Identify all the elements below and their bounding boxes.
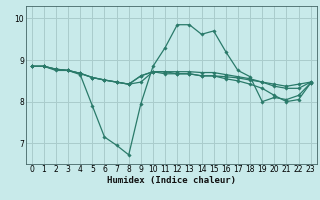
- X-axis label: Humidex (Indice chaleur): Humidex (Indice chaleur): [107, 176, 236, 185]
